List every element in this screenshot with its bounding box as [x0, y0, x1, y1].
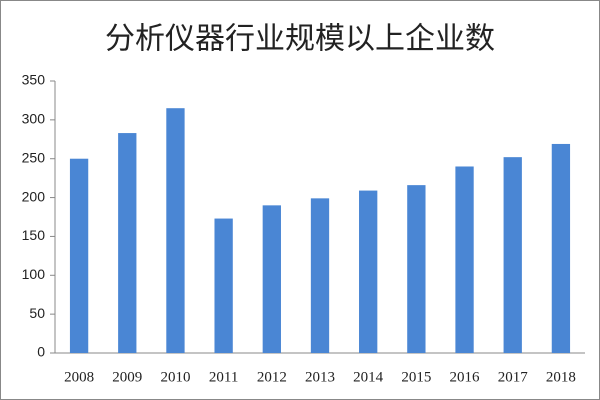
bar — [455, 166, 474, 353]
x-tick-label: 2016 — [450, 369, 481, 385]
x-tick-label: 2013 — [305, 369, 335, 385]
chart-title: 分析仪器行业规模以上企业数 — [105, 22, 495, 57]
x-tick-label: 2018 — [546, 369, 576, 385]
bar — [118, 133, 137, 353]
x-tick-label: 2009 — [112, 369, 142, 385]
bar — [503, 157, 522, 353]
y-tick-label: 150 — [22, 227, 46, 243]
bar — [359, 190, 378, 353]
x-tick-label: 2010 — [160, 369, 190, 385]
bar — [310, 198, 330, 353]
bar — [166, 108, 185, 353]
x-tick-label: 2017 — [498, 369, 529, 385]
y-tick-label: 250 — [22, 149, 46, 165]
x-tick-label: 2008 — [64, 369, 94, 385]
x-tick-label: 2011 — [209, 369, 238, 385]
y-tick-label: 50 — [29, 305, 45, 321]
y-tick-label: 200 — [22, 188, 46, 204]
y-tick-label: 100 — [22, 266, 46, 282]
bar — [551, 143, 571, 353]
y-tick-label: 300 — [22, 111, 46, 127]
y-tick-label: 0 — [37, 344, 45, 360]
bar — [262, 205, 281, 353]
y-tick-label: 350 — [22, 72, 46, 88]
x-tick-label: 2012 — [257, 369, 287, 385]
x-tick-label: 2014 — [353, 369, 384, 385]
bar — [407, 185, 426, 353]
x-tick-label: 2015 — [401, 369, 431, 385]
bar — [69, 158, 89, 353]
bar — [214, 218, 233, 353]
